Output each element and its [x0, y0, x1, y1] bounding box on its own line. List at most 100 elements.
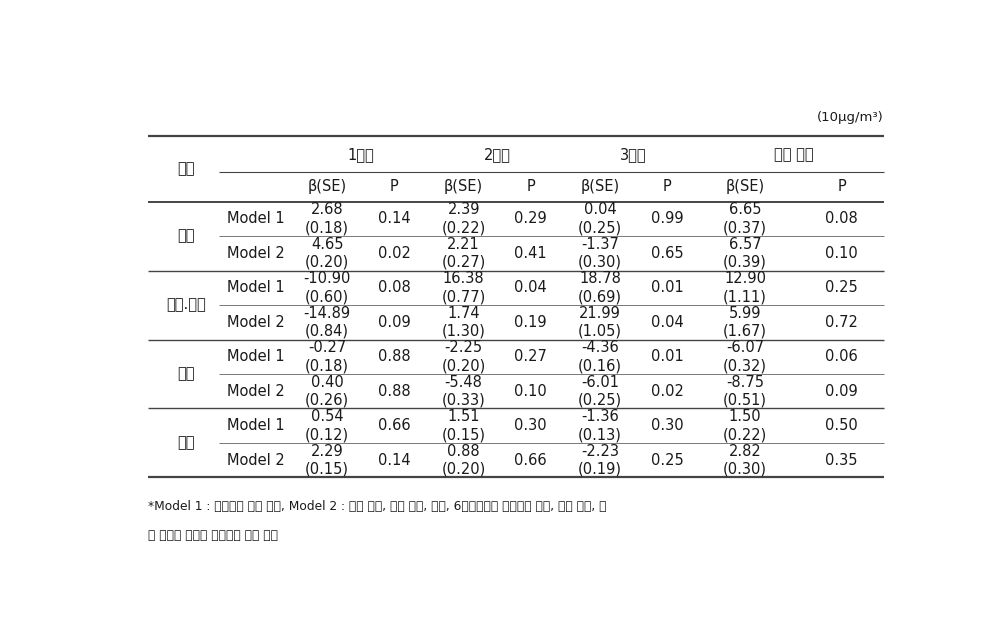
Text: 1.50: 1.50: [728, 410, 760, 424]
Text: *Model 1 : 단순선형 회귀 분석, Model 2 : 산모 나이, 교육 수준, 수입, 6개월에서의 모유수유 여부, 간접 휘연, 임: *Model 1 : 단순선형 회귀 분석, Model 2 : 산모 나이, …: [147, 499, 605, 513]
Text: β(SE): β(SE): [725, 179, 764, 195]
Text: 전체 기간: 전체 기간: [772, 146, 812, 162]
Text: 0.19: 0.19: [514, 315, 547, 330]
Text: 2.29: 2.29: [310, 444, 343, 459]
Text: 2.39: 2.39: [447, 202, 479, 218]
Text: -8.75: -8.75: [726, 375, 763, 390]
Text: 0.72: 0.72: [824, 315, 857, 330]
Text: (0.22): (0.22): [441, 220, 485, 235]
Text: (0.51): (0.51): [723, 393, 766, 408]
Text: P: P: [662, 179, 671, 195]
Text: Model 1: Model 1: [227, 281, 284, 295]
Text: 0.88: 0.88: [447, 444, 479, 459]
Text: (1.67): (1.67): [723, 324, 766, 339]
Text: 0.27: 0.27: [514, 349, 547, 364]
Text: 0.88: 0.88: [378, 349, 411, 364]
Text: 0.02: 0.02: [650, 384, 683, 399]
Text: β(SE): β(SE): [307, 179, 346, 195]
Text: -5.48: -5.48: [444, 375, 482, 390]
Text: β(SE): β(SE): [443, 179, 483, 195]
Text: 신 주수를 보정한 다중선형 회귀 분석: 신 주수를 보정한 다중선형 회귀 분석: [147, 530, 277, 542]
Text: -1.37: -1.37: [580, 237, 618, 252]
Text: 0.14: 0.14: [378, 211, 411, 227]
Text: 1.74: 1.74: [447, 306, 479, 321]
Text: Model 2: Model 2: [227, 384, 284, 399]
Text: Model 1: Model 1: [227, 349, 284, 364]
Text: 0.08: 0.08: [824, 211, 857, 227]
Text: 6.57: 6.57: [728, 237, 760, 252]
Text: -14.89: -14.89: [303, 306, 351, 321]
Text: -10.90: -10.90: [303, 272, 351, 286]
Text: 12.90: 12.90: [724, 272, 765, 286]
Text: (10μg/m³): (10μg/m³): [816, 111, 883, 124]
Text: (0.32): (0.32): [723, 358, 766, 373]
Text: (0.25): (0.25): [578, 393, 621, 408]
Text: Model 2: Model 2: [227, 453, 284, 468]
Text: 2분기: 2분기: [483, 146, 510, 162]
Text: 5.99: 5.99: [729, 306, 760, 321]
Text: -0.27: -0.27: [308, 340, 346, 356]
Text: 천안.아산: 천안.아산: [166, 297, 206, 313]
Text: 2.21: 2.21: [447, 237, 479, 252]
Text: 1분기: 1분기: [347, 146, 374, 162]
Text: (0.20): (0.20): [441, 358, 485, 373]
Text: 0.66: 0.66: [514, 453, 547, 468]
Text: 6.65: 6.65: [729, 202, 760, 218]
Text: Model 2: Model 2: [227, 315, 284, 330]
Text: (0.84): (0.84): [305, 324, 349, 339]
Text: 0.30: 0.30: [650, 418, 683, 433]
Text: 0.30: 0.30: [514, 418, 547, 433]
Text: (0.26): (0.26): [305, 393, 349, 408]
Text: (0.27): (0.27): [441, 255, 485, 270]
Text: 0.66: 0.66: [378, 418, 411, 433]
Text: 0.41: 0.41: [514, 246, 547, 261]
Text: 전체: 전체: [177, 435, 195, 451]
Text: (0.33): (0.33): [441, 393, 485, 408]
Text: 0.29: 0.29: [514, 211, 547, 227]
Text: 0.50: 0.50: [824, 418, 857, 433]
Text: 도시: 도시: [177, 162, 195, 177]
Text: 0.10: 0.10: [514, 384, 547, 399]
Text: 0.04: 0.04: [583, 202, 616, 218]
Text: 울산: 울산: [177, 367, 195, 381]
Text: 3분기: 3분기: [620, 146, 646, 162]
Text: 0.01: 0.01: [650, 349, 683, 364]
Text: -6.01: -6.01: [580, 375, 618, 390]
Text: 0.65: 0.65: [650, 246, 683, 261]
Text: 4.65: 4.65: [310, 237, 343, 252]
Text: (0.19): (0.19): [578, 462, 621, 476]
Text: 0.04: 0.04: [514, 281, 547, 295]
Text: 0.10: 0.10: [824, 246, 857, 261]
Text: 18.78: 18.78: [579, 272, 620, 286]
Text: (0.69): (0.69): [578, 289, 621, 304]
Text: 2.82: 2.82: [728, 444, 760, 459]
Text: 0.08: 0.08: [378, 281, 411, 295]
Text: 0.09: 0.09: [824, 384, 857, 399]
Text: P: P: [526, 179, 535, 195]
Text: (0.15): (0.15): [441, 427, 485, 442]
Text: (0.20): (0.20): [441, 462, 485, 476]
Text: (0.77): (0.77): [441, 289, 485, 304]
Text: 0.25: 0.25: [650, 453, 683, 468]
Text: -4.36: -4.36: [580, 340, 618, 356]
Text: (0.30): (0.30): [578, 255, 621, 270]
Text: 0.14: 0.14: [378, 453, 411, 468]
Text: (0.20): (0.20): [305, 255, 349, 270]
Text: P: P: [836, 179, 845, 195]
Text: 0.35: 0.35: [824, 453, 857, 468]
Text: 1.51: 1.51: [447, 410, 479, 424]
Text: (1.11): (1.11): [723, 289, 766, 304]
Text: (0.18): (0.18): [305, 358, 349, 373]
Text: 2.68: 2.68: [310, 202, 343, 218]
Text: (0.13): (0.13): [578, 427, 621, 442]
Text: (1.05): (1.05): [578, 324, 621, 339]
Text: 0.01: 0.01: [650, 281, 683, 295]
Text: 0.99: 0.99: [650, 211, 683, 227]
Text: -6.07: -6.07: [726, 340, 763, 356]
Text: (0.60): (0.60): [305, 289, 349, 304]
Text: 0.09: 0.09: [378, 315, 411, 330]
Text: (0.37): (0.37): [723, 220, 766, 235]
Text: (0.16): (0.16): [578, 358, 621, 373]
Text: 0.04: 0.04: [650, 315, 683, 330]
Text: 0.54: 0.54: [310, 410, 343, 424]
